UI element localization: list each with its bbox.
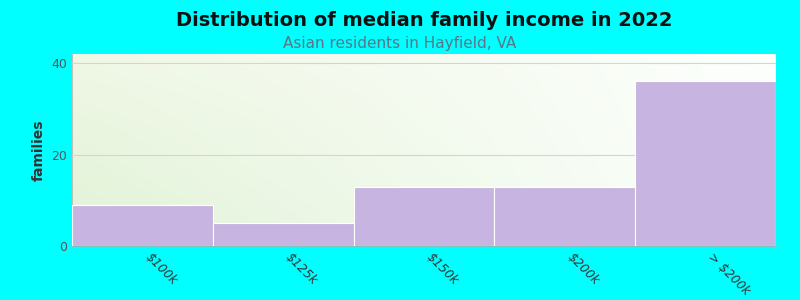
Bar (354, 187, 494, 246)
Bar (494, 187, 635, 246)
Text: Asian residents in Hayfield, VA: Asian residents in Hayfield, VA (283, 36, 517, 51)
Bar (213, 223, 354, 246)
Bar (635, 81, 776, 246)
Bar (72, 205, 213, 246)
Title: Distribution of median family income in 2022: Distribution of median family income in … (176, 11, 672, 30)
Y-axis label: families: families (32, 119, 46, 181)
